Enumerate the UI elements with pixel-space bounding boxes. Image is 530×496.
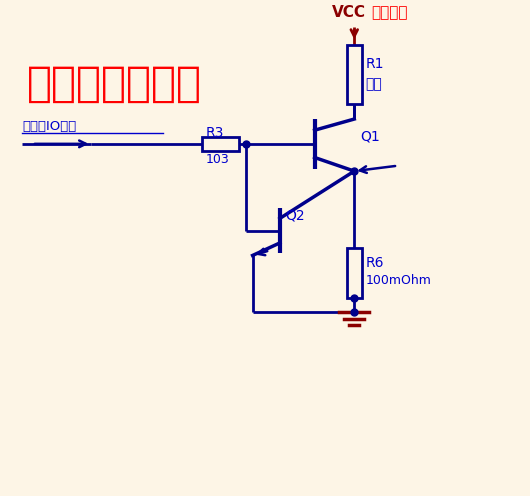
Text: Q2: Q2 bbox=[285, 209, 304, 223]
Bar bbox=[202, 137, 239, 151]
Text: R1: R1 bbox=[365, 58, 384, 71]
Text: 负载: 负载 bbox=[365, 77, 382, 91]
Text: 三极管恒流电路: 三极管恒流电路 bbox=[27, 63, 202, 105]
Text: VCC: VCC bbox=[332, 5, 366, 20]
Text: R6: R6 bbox=[365, 256, 384, 270]
Text: Q1: Q1 bbox=[360, 129, 380, 143]
Bar bbox=[347, 45, 361, 104]
Text: 可变电源: 可变电源 bbox=[372, 5, 408, 20]
Text: R3: R3 bbox=[206, 126, 224, 140]
Text: 100mOhm: 100mOhm bbox=[365, 274, 431, 287]
Bar bbox=[347, 248, 361, 298]
Text: 单片机IO引脚: 单片机IO引脚 bbox=[22, 120, 76, 133]
Text: 103: 103 bbox=[206, 153, 229, 166]
